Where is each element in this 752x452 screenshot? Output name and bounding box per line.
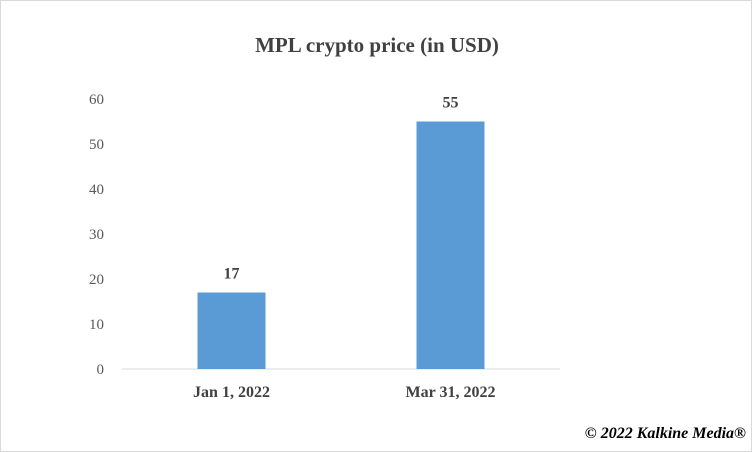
bars: 17 Jan 1, 2022 55 Mar 31, 2022 [193,95,495,402]
x-category-label: Mar 31, 2022 [406,384,496,401]
bar [416,121,485,369]
chart-title: MPL crypto price (in USD) [255,33,499,57]
y-tick-label: 60 [89,92,104,108]
y-tick-label: 50 [89,137,104,153]
x-category-label: Jan 1, 2022 [193,384,270,401]
data-label: 17 [224,266,240,283]
y-tick-label: 30 [89,227,104,243]
copyright-notice: © 2022 Kalkine Media® [585,425,746,442]
y-tick-label: 40 [89,182,104,198]
y-tick-label: 10 [89,317,104,333]
bar [197,292,266,369]
y-tick-label: 20 [89,272,104,288]
y-axis: 0 10 20 30 40 50 60 [89,92,104,378]
data-label: 55 [443,95,459,112]
y-tick-label: 0 [97,362,105,378]
